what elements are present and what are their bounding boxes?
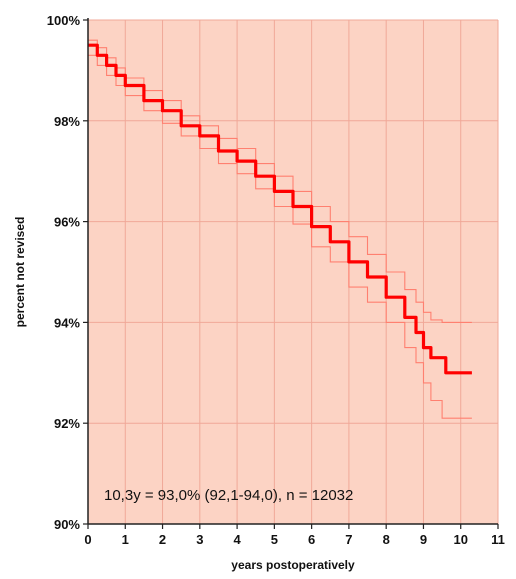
- y-tick-label: 96%: [54, 215, 80, 230]
- plot-background: [88, 20, 498, 524]
- axes: [83, 18, 499, 529]
- x-tick-label: 4: [233, 532, 241, 547]
- x-tick-label: 7: [345, 532, 352, 547]
- y-tick-label: 100%: [47, 13, 81, 28]
- estimate-curve: [88, 43, 472, 375]
- y-tick-label: 90%: [54, 517, 80, 532]
- x-axis-label: years postoperatively: [231, 558, 355, 572]
- survival-annotation: 10,3y = 93,0% (92,1-94,0), n = 12032: [104, 487, 353, 504]
- x-tick-label: 6: [308, 532, 315, 547]
- x-tick-label: 11: [491, 532, 505, 547]
- x-tick-labels: 0 1 2 3 4 5 6 7 8 9 10 11: [84, 532, 504, 547]
- y-tick-labels: 90% 92% 94% 96% 98% 100%: [47, 13, 81, 532]
- y-tick-label: 94%: [54, 315, 80, 330]
- x-tick-label: 2: [159, 532, 166, 547]
- y-tick-label: 98%: [54, 114, 80, 129]
- x-tick-label: 10: [453, 532, 467, 547]
- x-tick-label: 1: [122, 532, 129, 547]
- x-tick-label: 3: [196, 532, 203, 547]
- x-tick-label: 9: [420, 532, 427, 547]
- estimate-curve-group: [88, 43, 472, 375]
- y-axis-label: percent not revised: [13, 217, 27, 328]
- x-tick-label: 5: [271, 532, 278, 547]
- y-tick-label: 92%: [54, 416, 80, 431]
- lower-ci-curve: [88, 54, 472, 419]
- x-tick-label: 0: [84, 532, 91, 547]
- x-tick-label: 8: [383, 532, 390, 547]
